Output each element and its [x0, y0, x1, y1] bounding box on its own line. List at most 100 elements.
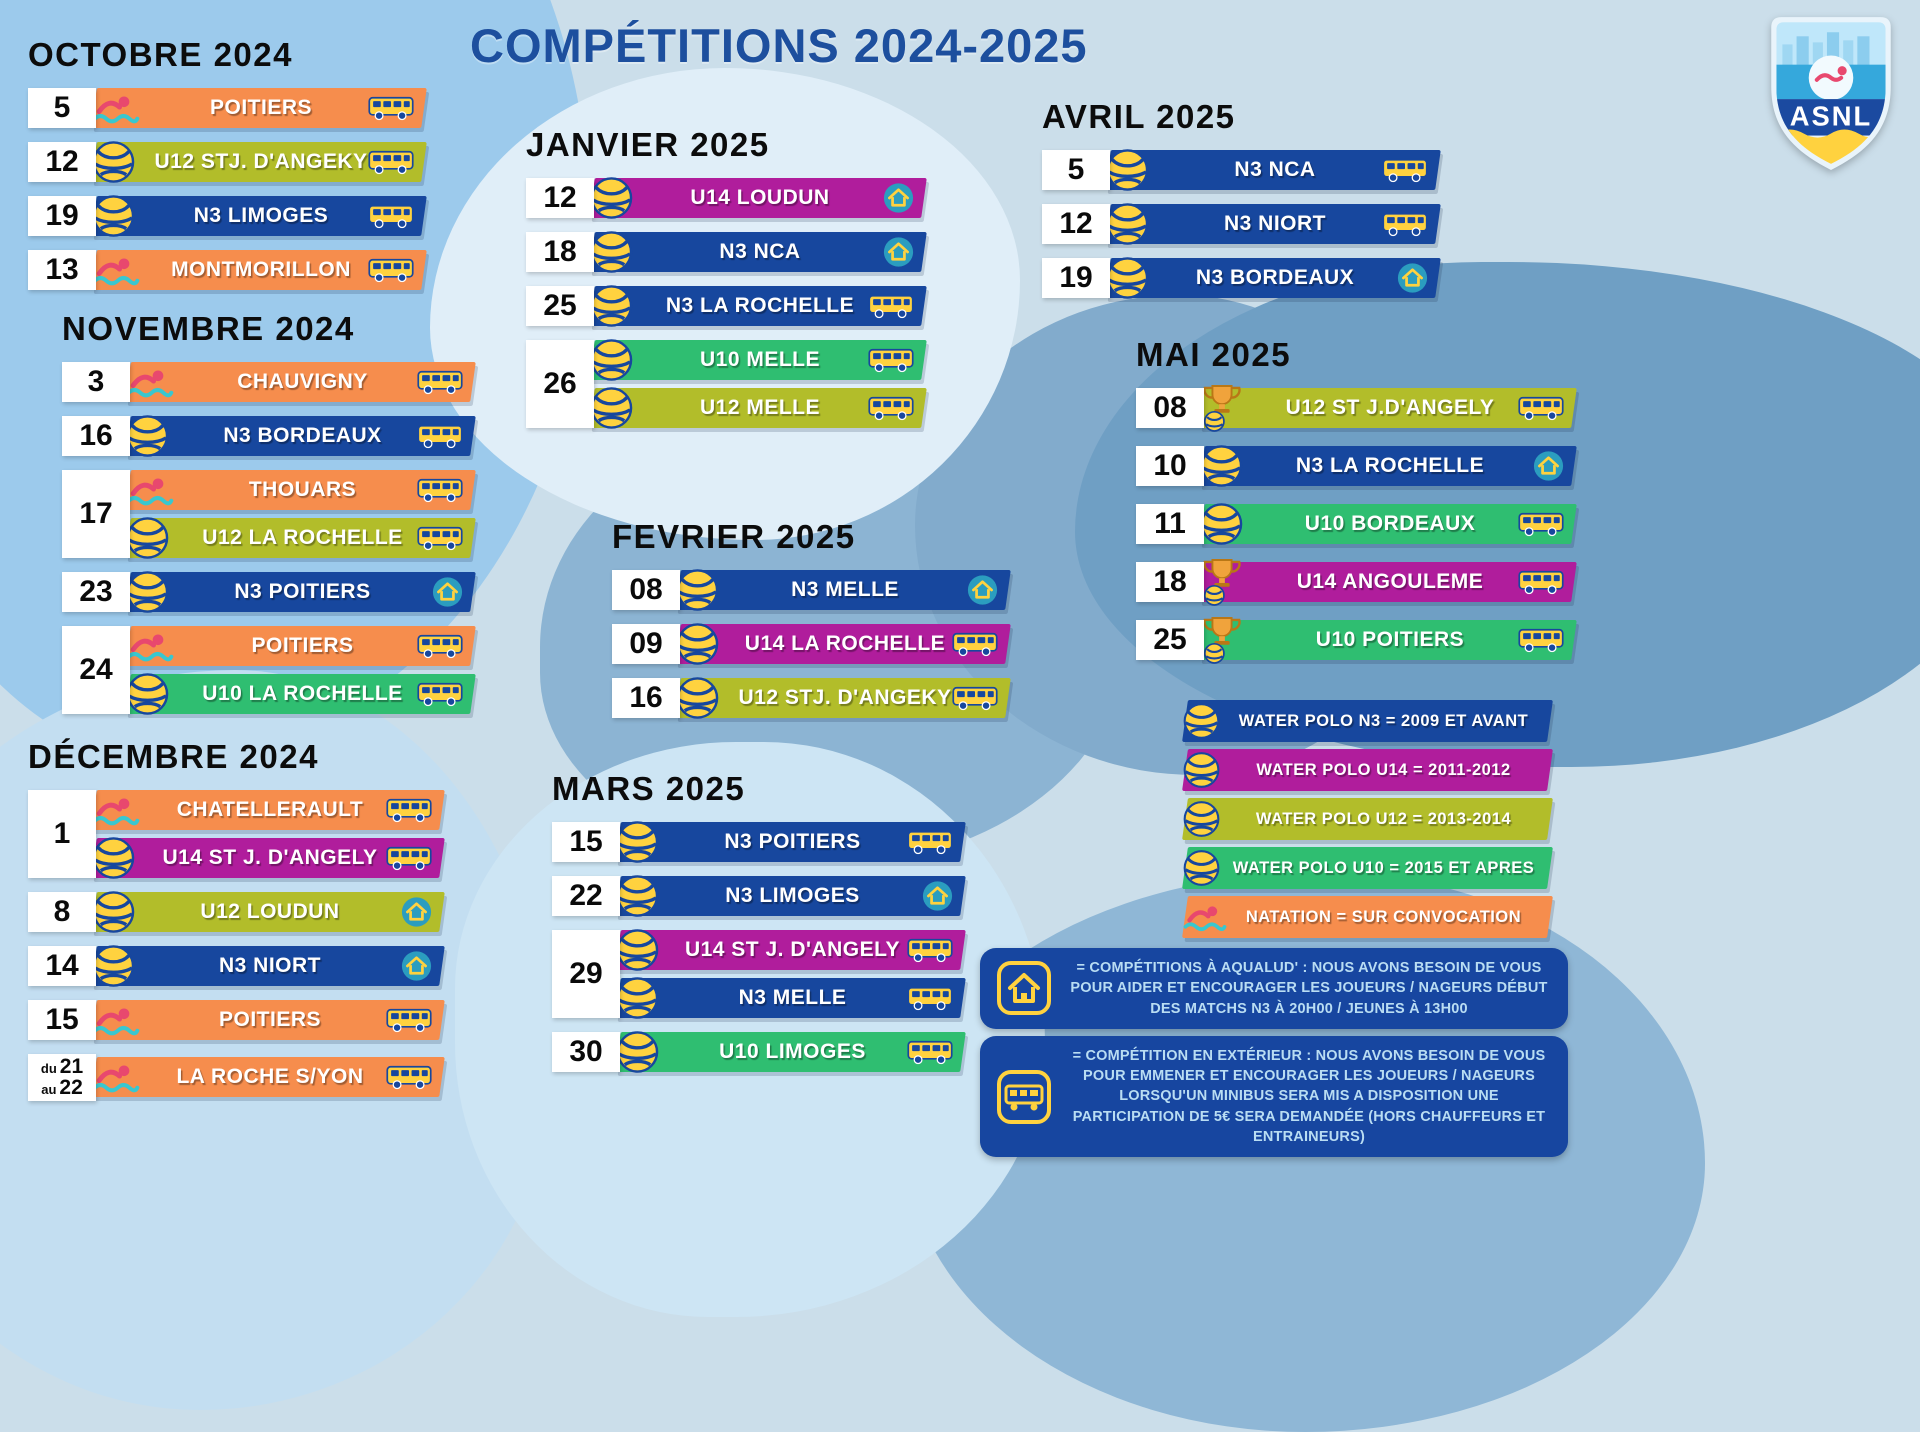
event-date: 14 — [28, 946, 96, 986]
bus-icon — [868, 293, 914, 319]
event-date: du 21 au 22 — [28, 1054, 96, 1101]
bus-icon — [386, 845, 432, 871]
event-bar: LA ROCHE S/YON — [91, 1057, 445, 1098]
event-bar: N3 LIMOGES — [615, 875, 966, 918]
water-polo-ball-icon — [1106, 203, 1149, 246]
swimmer-icon — [92, 1004, 140, 1037]
event-row: 09 U14 LA ROCHELLE — [612, 623, 1011, 665]
water-polo-ball-icon — [126, 415, 169, 458]
event-date: 5 — [1042, 150, 1110, 190]
bus-icon — [1518, 627, 1564, 653]
bus-icon — [386, 797, 432, 823]
water-polo-ball-icon — [590, 339, 633, 382]
water-polo-ball-icon — [92, 195, 135, 238]
month-mai: MAI 2025 08 U12 ST J.D'ANGELY 10 N3 LA ROCHE… — [1136, 336, 1577, 664]
event-bar: N3 NCA — [589, 231, 927, 273]
month-fevrier: FEVRIER 2025 08 N3 MELLE 09 U14 LA ROCHELLE 1… — [612, 518, 1011, 719]
legend-label: WATER POLO N3 = 2009 ET AVANT — [1238, 711, 1529, 730]
event-row: 29 U14 ST J. D'ANGELY N3 MELLE — [552, 929, 966, 1020]
event-row: 10 N3 LA ROCHELLE — [1136, 445, 1577, 487]
event-bar: N3 LIMOGES — [91, 195, 427, 238]
water-polo-ball-icon — [590, 177, 633, 220]
water-polo-ball-icon — [616, 875, 659, 918]
bus-icon — [1518, 569, 1564, 595]
event-date: 18 — [1136, 562, 1204, 602]
water-polo-ball-icon — [1200, 503, 1243, 546]
event-row: 11 U10 BORDEAUX — [1136, 503, 1577, 546]
event-row: 15 POITIERS — [28, 1000, 445, 1040]
swimmer-icon — [1183, 902, 1227, 932]
logo-text: ASNL — [1790, 100, 1873, 131]
event-row: 19 N3 LIMOGES — [28, 195, 427, 238]
event-bar: U10 POITIERS — [1199, 617, 1577, 664]
bus-icon — [907, 985, 953, 1011]
event-row: 3 CHAUVIGNY — [62, 362, 476, 402]
water-polo-ball-icon — [1106, 257, 1149, 300]
home-venue-icon — [401, 897, 432, 928]
bus-icon — [417, 369, 463, 395]
event-date: 3 — [62, 362, 130, 402]
event-row: 23 N3 POITIERS — [62, 571, 476, 614]
bus-icon — [907, 829, 953, 855]
event-date: 12 — [28, 142, 96, 182]
home-venue-icon — [401, 951, 432, 982]
event-date: 18 — [526, 232, 594, 272]
legend-bar: WATER POLO U14 = 2011-2012 — [1182, 749, 1553, 791]
legend-bar: WATER POLO U12 = 2013-2014 — [1182, 798, 1553, 840]
swimmer-icon — [126, 474, 174, 507]
water-polo-ball-icon — [92, 837, 135, 880]
water-polo-ball-icon — [616, 929, 659, 972]
event-row: 08 U12 ST J.D'ANGELY — [1136, 385, 1577, 432]
month-janvier: JANVIER 2025 12 U14 LOUDUN 18 N3 NCA 25 N3 LA … — [526, 126, 927, 430]
event-date: 16 — [612, 678, 680, 718]
event-date: 19 — [28, 196, 96, 236]
event-row: 18 N3 NCA — [526, 231, 927, 273]
event-label: N3 MELLE — [791, 578, 899, 601]
water-polo-ball-icon — [126, 517, 169, 560]
event-date: 8 — [28, 892, 96, 932]
event-bar: POITIERS — [125, 626, 476, 666]
water-polo-ball-icon — [1183, 801, 1220, 838]
event-row: 17 THOUARS U12 LA ROCHELLE — [62, 470, 476, 560]
bus-icon — [996, 1069, 1052, 1125]
bus-icon — [368, 257, 414, 283]
month-title: DÉCEMBRE 2024 — [28, 738, 319, 775]
legend-bar: WATER POLO N3 = 2009 ET AVANT — [1182, 700, 1553, 742]
event-date: 23 — [62, 572, 130, 612]
bus-icon — [1518, 511, 1564, 537]
event-label: N3 BORDEAUX — [1195, 266, 1355, 289]
event-date: 5 — [28, 88, 96, 128]
event-label: N3 NIORT — [218, 954, 321, 977]
swimmer-icon — [92, 1061, 140, 1094]
month-title: AVRIL 2025 — [1042, 98, 1236, 135]
event-row: 08 N3 MELLE — [612, 569, 1011, 611]
event-bar: U14 ANGOULEME — [1199, 559, 1577, 606]
event-date: 24 — [62, 626, 130, 714]
event-bar: N3 MELLE — [615, 977, 966, 1020]
event-bar: POITIERS — [91, 1000, 445, 1040]
event-date: 30 — [552, 1032, 620, 1072]
month-title: NOVEMBRE 2024 — [62, 310, 355, 347]
event-date: 12 — [1042, 204, 1110, 244]
event-bar: U10 BORDEAUX — [1199, 503, 1577, 546]
bus-icon — [1382, 157, 1428, 183]
event-bar: N3 POITIERS — [615, 821, 966, 863]
event-label: U14 LOUDUN — [690, 186, 830, 209]
swimmer-icon — [126, 630, 174, 663]
water-polo-ball-icon — [126, 571, 169, 614]
date-number: 22 — [59, 1076, 83, 1100]
water-polo-ball-icon — [590, 285, 633, 328]
swimmer-icon — [92, 794, 140, 827]
water-polo-ball-icon — [590, 387, 633, 430]
water-polo-ball-icon — [92, 141, 135, 184]
event-bar: N3 NIORT — [1105, 203, 1441, 246]
event-bar: U12 STJ. D'ANGEKY — [91, 141, 427, 184]
home-venue-icon — [883, 237, 914, 268]
page-title: COMPÉTITIONS 2024-2025 — [470, 19, 1088, 72]
bus-icon — [868, 395, 914, 421]
event-row: 24 POITIERS U10 LA ROCHELLE — [62, 626, 476, 715]
club-logo: ASNL — [1766, 12, 1898, 177]
water-polo-ball-icon — [616, 977, 659, 1020]
month-octobre: OCTOBRE 2024 5 POITIERS 12 U12 STJ. D'ANGEKY… — [28, 36, 427, 290]
event-bar: U10 MELLE — [589, 339, 927, 382]
